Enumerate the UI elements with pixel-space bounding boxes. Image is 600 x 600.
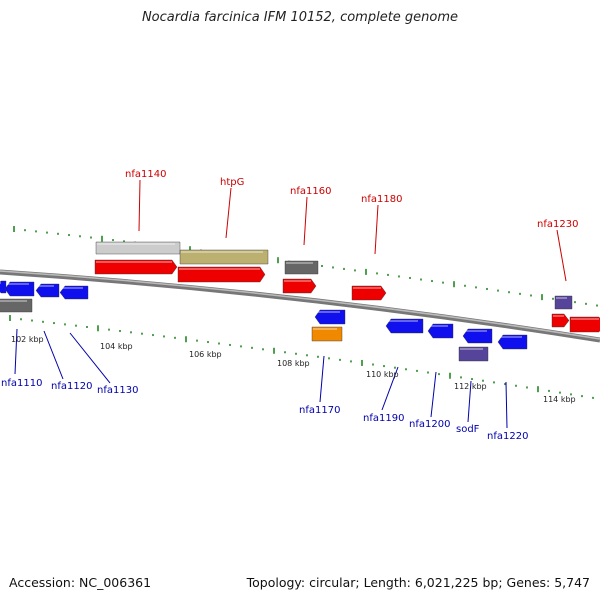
gene-nfa1180[interactable] [351, 285, 387, 301]
gene-sodF[interactable] [462, 328, 493, 344]
gene-features [0, 241, 600, 362]
gene-nfa1110-lower-highlight [0, 300, 27, 302]
gene-htpG-upper-highlight [181, 251, 263, 253]
gene-nfa1100-highlight [0, 282, 1, 284]
gene-label-nfa1230[interactable]: nfa1230 [537, 219, 578, 230]
gene-nfa1130[interactable] [59, 285, 89, 300]
gene-nfa1230-upper[interactable] [554, 295, 573, 310]
gene-nfa1110[interactable] [4, 281, 35, 297]
gene-label-nfa1140[interactable]: nfa1140 [125, 169, 166, 180]
scale-label-104kbp: 104 kbp [100, 342, 133, 351]
gene-label-nfa1180[interactable]: nfa1180 [361, 194, 402, 205]
leader-line [138, 179, 141, 232]
leader-line [225, 187, 232, 239]
gene-nfa1140[interactable] [94, 259, 178, 275]
gene-htpG-highlight [179, 268, 260, 270]
gene-nfa1160-upper[interactable] [284, 260, 319, 275]
leader-line [374, 204, 379, 255]
genome-stats-text: Topology: circular; Length: 6,021,225 bp… [246, 575, 590, 590]
scale-label-102kbp: 102 kbp [11, 335, 44, 344]
gene-nfa1160-upper-highlight [286, 262, 313, 264]
gene-nfa1170[interactable] [314, 309, 346, 325]
gene-nfa1100[interactable] [0, 280, 7, 294]
label-leader-lines [14, 179, 567, 429]
scale-label-106kbp: 106 kbp [189, 350, 222, 359]
scale-label-112kbp: 112 kbp [454, 382, 487, 391]
lower-tick-track [9, 315, 594, 399]
gene-nfa1140-upper-highlight [97, 243, 175, 245]
gene-nfa1110-highlight [6, 283, 29, 285]
scale-label-108kbp: 108 kbp [277, 359, 310, 368]
gene-label-nfa1200[interactable]: nfa1200 [409, 419, 450, 430]
gene-label-sodF[interactable]: sodF [456, 424, 480, 435]
leader-line [556, 229, 567, 282]
scale-label-110kbp: 110 kbp [366, 370, 399, 379]
gene-nfa1220[interactable] [497, 334, 528, 350]
leader-line [14, 328, 18, 375]
gene-nfa1140-highlight [96, 261, 172, 263]
gene-nfa1110-lower[interactable] [0, 298, 33, 313]
gene-nfa1230-upper-highlight [556, 297, 567, 299]
leader-line [381, 366, 399, 411]
gene-nfa1180-highlight [353, 287, 381, 289]
gene-nfa1200-highlight [429, 325, 448, 327]
gene-sodF-lower[interactable] [458, 346, 489, 362]
gene-label-nfa1110[interactable]: nfa1110 [1, 378, 42, 389]
genome-backbone [0, 269, 600, 343]
leader-line [430, 371, 437, 418]
gene-label-nfa1220[interactable]: nfa1220 [487, 431, 528, 442]
accession-text: Accession: NC_006361 [9, 575, 152, 590]
leader-line [319, 355, 325, 403]
leader-line [43, 330, 64, 380]
leader-line [303, 196, 308, 246]
leader-line [467, 380, 472, 423]
gene-nfa1120[interactable] [35, 283, 60, 298]
gene-nfa1120-highlight [37, 285, 54, 287]
gene-nfa1220-highlight [499, 336, 522, 338]
gene-htpG-upper[interactable] [179, 249, 269, 265]
leader-line [69, 332, 111, 384]
gene-nfa1240[interactable] [569, 316, 600, 333]
gene-nfa1240-highlight [571, 318, 599, 320]
map-title: Nocardia farcinica IFM 10152, complete g… [141, 10, 459, 25]
gene-label-nfa1120[interactable]: nfa1120 [51, 381, 92, 392]
gene-nfa1230-highlight [553, 315, 564, 317]
gene-label-htpG[interactable]: htpG [220, 177, 244, 188]
gene-nfa1170-lower-highlight [313, 328, 337, 330]
gene-nfa1130-highlight [61, 287, 83, 289]
gene-nfa1190-highlight [387, 320, 418, 322]
gene-label-nfa1170[interactable]: nfa1170 [299, 405, 340, 416]
gene-nfa1230[interactable] [551, 313, 570, 328]
gene-nfa1160[interactable] [282, 278, 317, 294]
gene-label-nfa1160[interactable]: nfa1160 [290, 186, 331, 197]
gene-nfa1160-highlight [284, 280, 311, 282]
gene-nfa1170-lower[interactable] [311, 326, 343, 342]
gene-htpG[interactable] [177, 266, 266, 283]
gene-label-nfa1190[interactable]: nfa1190 [363, 413, 404, 424]
leader-line [505, 381, 508, 429]
gene-nfa1190[interactable] [385, 318, 424, 334]
gene-nfa1170-highlight [316, 311, 340, 313]
gene-sodF-lower-highlight [460, 348, 483, 350]
scale-label-114kbp: 114 kbp [543, 395, 576, 404]
gene-sodF-highlight [464, 330, 487, 332]
gene-label-nfa1130[interactable]: nfa1130 [97, 385, 138, 396]
gene-nfa1200[interactable] [427, 323, 454, 339]
